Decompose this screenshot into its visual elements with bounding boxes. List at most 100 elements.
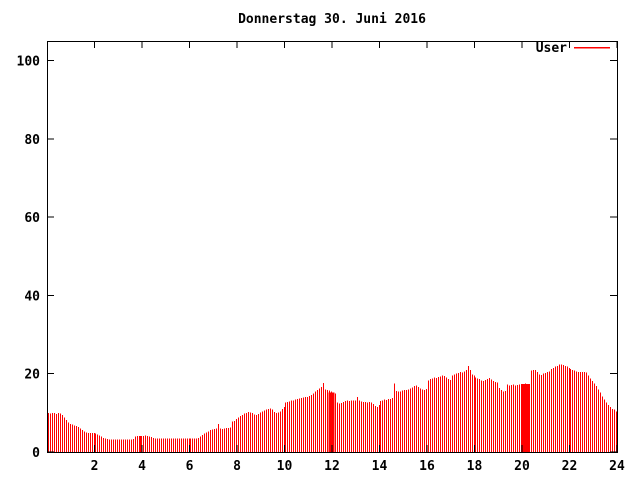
impulse-bar bbox=[293, 400, 294, 452]
impulse-bar bbox=[529, 383, 530, 452]
impulse-bar bbox=[270, 408, 271, 452]
impulse-bar bbox=[115, 439, 116, 452]
impulse-bar bbox=[236, 419, 237, 452]
impulse-bar bbox=[161, 438, 162, 452]
impulse-bar bbox=[325, 389, 326, 452]
impulse-bar bbox=[62, 414, 63, 452]
impulse-bar bbox=[485, 379, 486, 452]
impulse-bar bbox=[509, 385, 510, 452]
impulse-bar bbox=[196, 438, 197, 452]
impulse-bar bbox=[531, 370, 532, 452]
impulse-bar bbox=[572, 369, 573, 452]
impulse-bar bbox=[66, 419, 67, 452]
impulse-bar bbox=[424, 389, 425, 452]
impulse-bar bbox=[553, 367, 554, 452]
impulse-bar bbox=[404, 390, 405, 452]
impulse-bar bbox=[382, 400, 383, 452]
impulse-bar bbox=[226, 428, 227, 452]
impulse-bar bbox=[149, 436, 150, 452]
impulse-bar bbox=[386, 399, 387, 452]
impulse-bar bbox=[52, 413, 53, 452]
impulse-bar bbox=[260, 412, 261, 452]
impulse-bar bbox=[614, 409, 615, 452]
impulse-bar bbox=[133, 439, 134, 452]
impulse-bar bbox=[475, 377, 476, 452]
impulse-bar bbox=[499, 388, 500, 452]
impulse-bar bbox=[90, 433, 91, 452]
data-bars bbox=[48, 364, 617, 452]
x-axis-tick-label: 2 bbox=[91, 459, 99, 474]
impulse-bar bbox=[54, 412, 55, 452]
impulse-bar bbox=[369, 401, 370, 452]
impulse-bar bbox=[295, 399, 296, 452]
impulse-bar bbox=[88, 432, 89, 452]
impulse-bar bbox=[137, 435, 138, 452]
impulse-bar bbox=[390, 398, 391, 452]
impulse-bar bbox=[497, 382, 498, 452]
impulse-bar bbox=[545, 372, 546, 452]
impulse-bar bbox=[491, 379, 492, 452]
impulse-bar bbox=[198, 437, 199, 452]
y-axis-tick-label: 0 bbox=[32, 446, 40, 461]
impulse-bar bbox=[305, 397, 306, 452]
impulse-bar bbox=[598, 389, 599, 452]
impulse-bar bbox=[230, 427, 231, 452]
impulse-bar bbox=[289, 401, 290, 452]
impulse-dense-block bbox=[520, 383, 530, 452]
impulse-bar bbox=[569, 367, 570, 452]
impulse-bar bbox=[501, 390, 502, 452]
impulse-bar bbox=[489, 378, 490, 452]
impulse-bar bbox=[539, 374, 540, 452]
impulse-bar bbox=[287, 401, 288, 452]
impulse-bar bbox=[262, 411, 263, 452]
impulse-bar bbox=[291, 400, 292, 452]
impulse-bar bbox=[543, 373, 544, 452]
impulse-bar bbox=[202, 434, 203, 452]
impulse-bar bbox=[169, 438, 170, 452]
y-axis-tick-label: 40 bbox=[24, 289, 40, 304]
impulse-bar bbox=[565, 365, 566, 452]
impulse-bar bbox=[151, 437, 152, 452]
impulse-bar bbox=[258, 414, 259, 452]
x-axis-tick-label: 18 bbox=[467, 459, 483, 474]
impulse-bar bbox=[420, 388, 421, 452]
impulse-bar bbox=[477, 378, 478, 452]
impulse-bar bbox=[432, 378, 433, 452]
impulse-bar bbox=[537, 371, 538, 452]
impulse-bar bbox=[208, 431, 209, 452]
impulse-bar bbox=[466, 369, 467, 452]
impulse-bar bbox=[337, 402, 338, 452]
impulse-bar bbox=[185, 438, 186, 452]
y-axis-tick-label: 20 bbox=[24, 368, 40, 383]
impulse-bar bbox=[78, 426, 79, 452]
impulse-bar bbox=[610, 406, 611, 452]
impulse-bar bbox=[604, 399, 605, 452]
impulse-bar bbox=[190, 438, 191, 452]
impulse-bar bbox=[438, 377, 439, 452]
impulse-bar bbox=[175, 438, 176, 452]
impulse-bar bbox=[574, 370, 575, 452]
impulse-bar bbox=[284, 406, 285, 452]
impulse-bar bbox=[212, 429, 213, 452]
y-axis-tick-label: 80 bbox=[24, 133, 40, 148]
impulse-bar bbox=[301, 397, 302, 452]
impulse-bar bbox=[317, 390, 318, 452]
impulse-bar bbox=[602, 396, 603, 452]
impulse-bar bbox=[428, 380, 429, 452]
impulse-bar bbox=[470, 369, 471, 452]
impulse-bar bbox=[570, 369, 571, 452]
impulse-bar bbox=[117, 439, 118, 452]
impulse-bar bbox=[359, 400, 360, 452]
impulse-bar bbox=[533, 369, 534, 452]
impulse-bar bbox=[448, 379, 449, 452]
impulse-bar bbox=[440, 376, 441, 452]
impulse-bar bbox=[315, 391, 316, 452]
impulse-bar bbox=[580, 372, 581, 452]
impulse-bar bbox=[373, 403, 374, 452]
impulse-bar bbox=[590, 378, 591, 452]
impulse-bar bbox=[446, 377, 447, 452]
impulse-bar bbox=[458, 372, 459, 452]
impulse-bar bbox=[157, 438, 158, 452]
impulse-bar bbox=[97, 434, 98, 452]
